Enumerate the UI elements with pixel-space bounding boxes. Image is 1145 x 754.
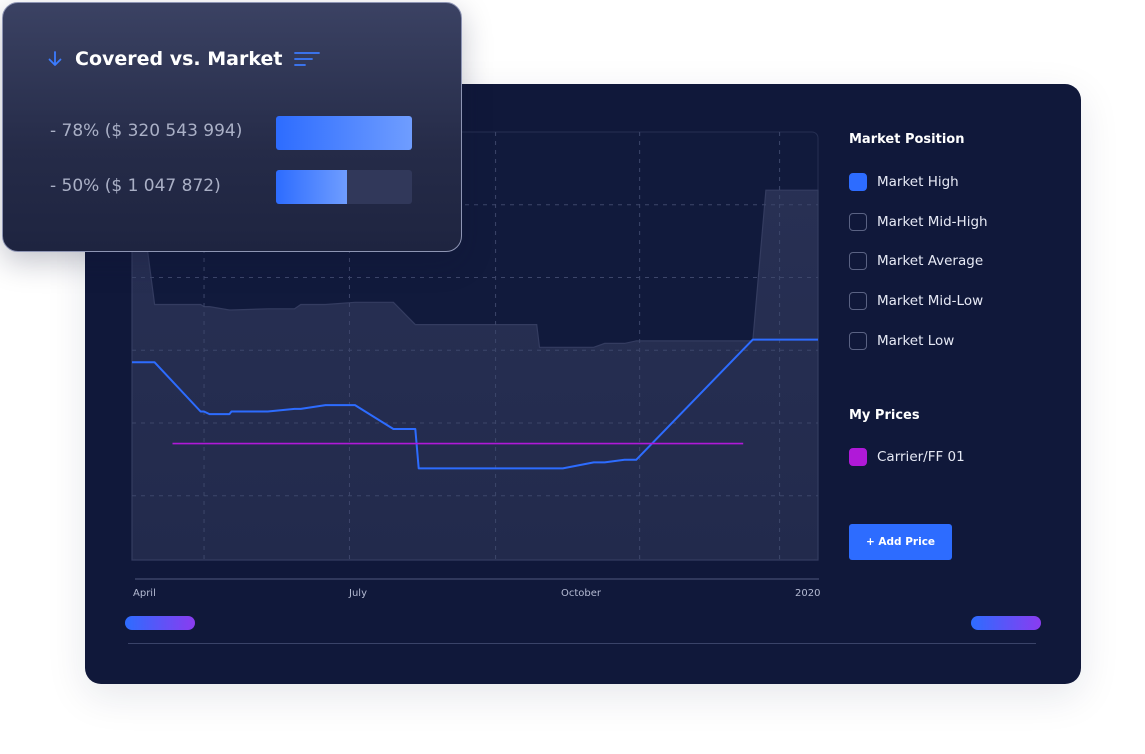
legend-item-label: Market Mid-Low [877, 293, 984, 309]
checkbox-carrier-ff-01[interactable] [849, 448, 867, 466]
legend-item-market-high[interactable]: Market High [849, 170, 959, 194]
checkbox-market-low[interactable] [849, 332, 867, 350]
checkbox-market-mid-high[interactable] [849, 213, 867, 231]
range-scroll-track[interactable] [128, 643, 1036, 644]
legend-item-carrier-ff-01[interactable]: Carrier/FF 01 [849, 445, 965, 469]
legend-item-label: Market Mid-High [877, 214, 988, 230]
x-axis-tick-label: October [561, 588, 602, 599]
add-price-button[interactable]: + Add Price [849, 524, 952, 560]
arrow-down-icon[interactable] [47, 50, 63, 68]
metric-label-covered: - 78% ($ 320 543 994) [50, 121, 243, 141]
legend-item-market-mid-high[interactable]: Market Mid-High [849, 210, 988, 234]
my-prices-heading: My Prices [849, 408, 920, 423]
metric-bar-fill [276, 116, 412, 150]
legend-item-label: Market High [877, 174, 959, 190]
range-scroll-handle-left[interactable] [125, 616, 195, 630]
metric-label-market: - 50% ($ 1 047 872) [50, 176, 221, 196]
checkbox-market-average[interactable] [849, 252, 867, 270]
checkbox-market-mid-low[interactable] [849, 292, 867, 310]
x-axis-tick-label: April [133, 588, 156, 599]
range-scroll-handle-right[interactable] [971, 616, 1041, 630]
legend-item-label: Market Average [877, 253, 984, 269]
covered-vs-market-card: Covered vs. Market - 78% ($ 320 543 994)… [2, 2, 462, 252]
legend-item-label: Market Low [877, 333, 955, 349]
metric-bar-covered [276, 116, 412, 150]
filter-lines-icon[interactable] [294, 51, 321, 67]
legend-item-market-average[interactable]: Market Average [849, 249, 983, 273]
legend-item-market-mid-low[interactable]: Market Mid-Low [849, 289, 983, 313]
metric-bar-fill [276, 170, 347, 204]
x-axis-tick-label: 2020 [795, 588, 821, 599]
x-axis-tick-label: July [349, 588, 367, 599]
series-line-market-average [132, 338, 818, 470]
legend-item-market-low[interactable]: Market Low [849, 329, 954, 353]
card-title: Covered vs. Market [75, 48, 283, 70]
card-header: Covered vs. Market [47, 45, 321, 73]
main-panel: April July October 2020 Market Position … [85, 84, 1081, 684]
series-area-market-high [131, 131, 819, 561]
legend-item-label: Carrier/FF 01 [877, 449, 965, 465]
checkbox-market-high[interactable] [849, 173, 867, 191]
metric-bar-market [276, 170, 412, 204]
market-position-heading: Market Position [849, 132, 965, 147]
